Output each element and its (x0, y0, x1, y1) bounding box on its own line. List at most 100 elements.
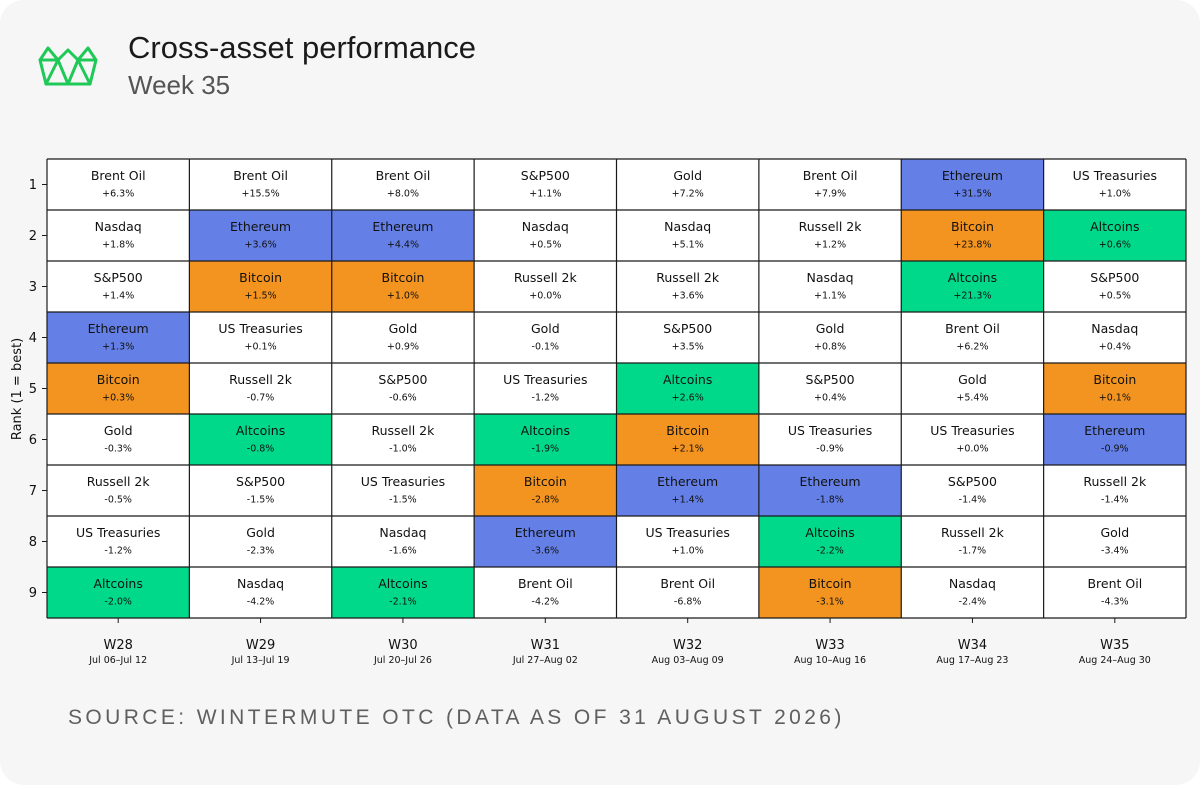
cell-w28-rank-4 (47, 312, 190, 363)
cell-asset-label: Nasdaq (1091, 321, 1138, 336)
cell-w30-rank-5 (331, 363, 475, 414)
cell-asset-label: Russell 2k (799, 219, 863, 234)
cell-change-label: -1.0% (389, 444, 417, 455)
cell-asset-label: Russell 2k (372, 423, 436, 438)
cell-w29-rank-4 (189, 312, 332, 363)
cell-w33-rank-9 (758, 567, 902, 618)
y-tick-label: 6 (29, 433, 37, 448)
cell-change-label: +4.4% (387, 240, 419, 251)
cell-change-label: -2.8% (532, 495, 560, 506)
cell-w32-rank-8 (616, 516, 759, 567)
cell-w29-rank-3 (189, 261, 332, 312)
cell-asset-label: Brent Oil (945, 321, 1000, 336)
cell-w29-rank-7 (189, 465, 332, 516)
cell-change-label: +7.9% (814, 189, 846, 200)
cell-asset-label: Bitcoin (524, 474, 567, 489)
cell-asset-label: Gold (816, 321, 845, 336)
cell-w34-rank-7 (901, 465, 1044, 516)
cell-asset-label: Gold (673, 168, 702, 183)
cell-asset-label: US Treasuries (930, 423, 1014, 438)
cell-w31-rank-9 (474, 567, 617, 618)
cell-change-label: -0.7% (247, 393, 275, 404)
cell-change-label: +1.0% (387, 291, 419, 302)
y-tick-label: 9 (29, 586, 37, 601)
cell-change-label: -4.2% (532, 597, 560, 608)
cell-change-label: -2.4% (959, 597, 987, 608)
cell-asset-label: Brent Oil (518, 576, 573, 591)
x-tick-week: W28 (103, 638, 132, 653)
cell-change-label: -1.8% (816, 495, 844, 506)
cell-asset-label: Bitcoin (809, 576, 852, 591)
x-tick-dates: Aug 03–Aug 09 (652, 655, 724, 666)
cell-asset-label: US Treasuries (646, 525, 730, 540)
cell-w35-rank-4 (1043, 312, 1186, 363)
cell-change-label: +0.4% (1099, 342, 1131, 353)
cell-change-label: -3.1% (816, 597, 844, 608)
cell-asset-label: Gold (958, 372, 987, 387)
cell-change-label: -2.0% (104, 597, 132, 608)
cell-change-label: -6.8% (674, 597, 702, 608)
cell-asset-label: Ethereum (88, 321, 149, 336)
cell-asset-label: Brent Oil (660, 576, 715, 591)
cell-asset-label: Gold (104, 423, 133, 438)
cell-asset-label: Russell 2k (514, 270, 578, 285)
cell-w32-rank-2 (616, 210, 759, 261)
cell-asset-label: Bitcoin (382, 270, 425, 285)
cell-change-label: -2.2% (816, 546, 844, 557)
cell-asset-label: Nasdaq (379, 525, 426, 540)
cell-asset-label: S&P500 (236, 474, 285, 489)
cell-asset-label: Altcoins (236, 423, 285, 438)
cell-change-label: -1.4% (959, 495, 987, 506)
cell-w31-rank-3 (474, 261, 617, 312)
cell-asset-label: Altcoins (378, 576, 427, 591)
cell-w34-rank-2 (901, 210, 1044, 261)
cell-change-label: +0.5% (529, 240, 561, 251)
cell-change-label: -1.6% (389, 546, 417, 557)
cell-change-label: +1.4% (102, 291, 134, 302)
cell-change-label: -3.4% (1101, 546, 1129, 557)
y-tick-label: 5 (29, 382, 37, 397)
cell-asset-label: US Treasuries (218, 321, 302, 336)
cell-asset-label: US Treasuries (1073, 168, 1157, 183)
cell-asset-label: Bitcoin (666, 423, 709, 438)
cell-change-label: +1.3% (102, 342, 134, 353)
cell-change-label: +3.6% (672, 291, 704, 302)
cell-change-label: +0.1% (245, 342, 277, 353)
cell-asset-label: Nasdaq (237, 576, 284, 591)
cell-change-label: +0.6% (1099, 240, 1131, 251)
cell-w31-rank-8 (474, 516, 617, 567)
cell-change-label: +0.5% (1099, 291, 1131, 302)
cell-w30-rank-9 (331, 567, 475, 618)
cell-w30-rank-8 (331, 516, 475, 567)
cell-asset-label: Nasdaq (522, 219, 569, 234)
cell-w31-rank-4 (474, 312, 617, 363)
cell-change-label: +0.9% (387, 342, 419, 353)
cell-change-label: -0.1% (532, 342, 560, 353)
cell-w31-rank-1 (474, 159, 617, 210)
x-tick-week: W34 (958, 638, 987, 653)
cell-change-label: -1.7% (959, 546, 987, 557)
cell-w32-rank-1 (616, 159, 759, 210)
y-tick-label: 8 (29, 535, 37, 550)
cell-w34-rank-9 (901, 567, 1044, 618)
cell-asset-label: Gold (246, 525, 275, 540)
cell-change-label: +23.8% (953, 240, 991, 251)
cell-asset-label: Altcoins (94, 576, 143, 591)
y-tick-label: 1 (29, 178, 37, 193)
cell-w33-rank-4 (758, 312, 902, 363)
cell-change-label: -0.9% (1101, 444, 1129, 455)
cell-w28-rank-6 (47, 414, 190, 465)
x-tick-dates: Jul 13–Jul 19 (231, 655, 290, 666)
cell-w33-rank-3 (758, 261, 902, 312)
page-title: Cross-asset performance (128, 30, 477, 65)
cell-change-label: -0.6% (389, 393, 417, 404)
cell-asset-label: S&P500 (663, 321, 712, 336)
cell-change-label: +1.0% (1099, 189, 1131, 200)
cell-asset-label: US Treasuries (76, 525, 160, 540)
x-tick-week: W33 (815, 638, 844, 653)
cell-w29-rank-1 (189, 159, 332, 210)
cell-w32-rank-5 (616, 363, 759, 414)
cell-w29-rank-2 (189, 210, 332, 261)
cell-asset-label: Gold (389, 321, 418, 336)
cell-w30-rank-2 (331, 210, 475, 261)
